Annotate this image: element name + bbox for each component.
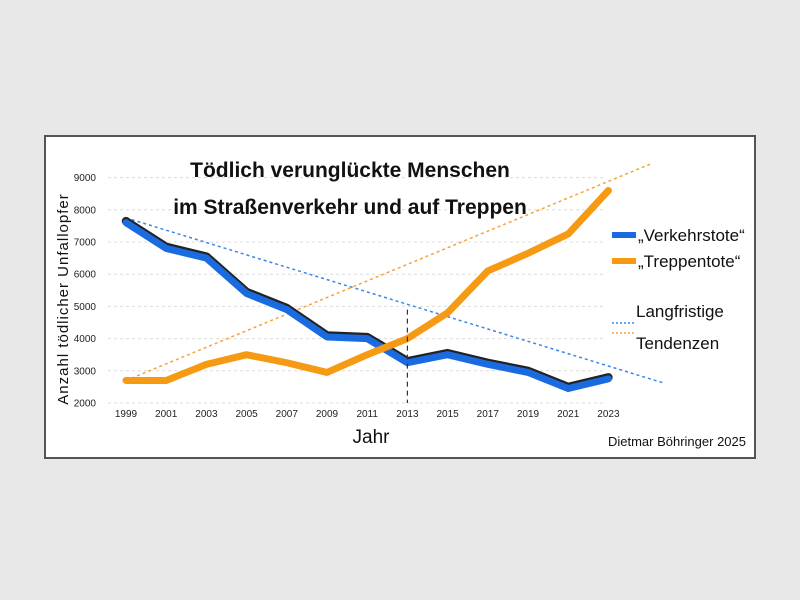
y-tick-label: 6000 bbox=[74, 270, 97, 281]
trend-line bbox=[125, 162, 653, 382]
y-tick-labels: 2000 3000 4000 5000 6000 7000 8000 9000 bbox=[74, 173, 97, 409]
y-axis-label: Anzahl tödlicher Unfallopfer bbox=[55, 193, 72, 404]
x-tick-label: 2021 bbox=[557, 409, 580, 420]
x-tick-label: 2013 bbox=[396, 409, 419, 420]
x-tick-label: 2023 bbox=[597, 409, 620, 420]
series-lines bbox=[121, 186, 613, 393]
chart-frame: 2000 3000 4000 5000 6000 7000 8000 9000 1999 200… bbox=[44, 135, 756, 459]
x-tick-label: 2017 bbox=[477, 409, 500, 420]
y-tick-label: 3000 bbox=[74, 366, 97, 377]
x-tick-label: 2007 bbox=[276, 409, 299, 420]
series-line-verkehrstote bbox=[122, 219, 612, 393]
x-tick-label: 2019 bbox=[517, 409, 540, 420]
y-tick-label: 8000 bbox=[74, 205, 97, 216]
legend-label-treppentote: „Treppentote“ bbox=[638, 252, 741, 271]
y-tick-label: 9000 bbox=[74, 173, 97, 184]
x-tick-label: 2001 bbox=[155, 409, 178, 420]
trend-lines bbox=[125, 162, 663, 384]
x-tick-label: 1999 bbox=[115, 409, 138, 420]
y-tick-label: 2000 bbox=[74, 399, 97, 410]
chart-title-line2: im Straßenverkehr und auf Treppen bbox=[173, 196, 527, 219]
chart-title-line1: Tödlich verunglückte Menschen bbox=[190, 159, 510, 182]
x-tick-label: 2009 bbox=[316, 409, 339, 420]
x-tick-label: 2015 bbox=[436, 409, 459, 420]
x-tick-labels: 1999 2001 2003 2005 2007 2009 2011 2013 2015 2017… bbox=[115, 409, 620, 420]
x-tick-label: 2011 bbox=[356, 409, 378, 420]
credit-text: Dietmar Böhringer 2025 bbox=[608, 434, 746, 449]
series-line-treppentote bbox=[122, 186, 612, 384]
y-tick-label: 4000 bbox=[74, 334, 97, 345]
legend-label-trend-1: Langfristige bbox=[636, 302, 724, 321]
x-tick-label: 2005 bbox=[235, 409, 258, 420]
y-tick-label: 5000 bbox=[74, 302, 97, 313]
x-tick-label: 2003 bbox=[195, 409, 218, 420]
legend-label-trend-2: Tendenzen bbox=[636, 334, 719, 353]
line-chart: 2000 3000 4000 5000 6000 7000 8000 9000 1999 200… bbox=[55, 159, 746, 449]
legend-label-verkehrstote: „Verkehrstote“ bbox=[638, 226, 745, 245]
y-tick-label: 7000 bbox=[74, 238, 97, 249]
legend: „Verkehrstote“ „Treppentote“ Langfristig… bbox=[612, 226, 745, 353]
x-axis-label: Jahr bbox=[353, 427, 391, 448]
